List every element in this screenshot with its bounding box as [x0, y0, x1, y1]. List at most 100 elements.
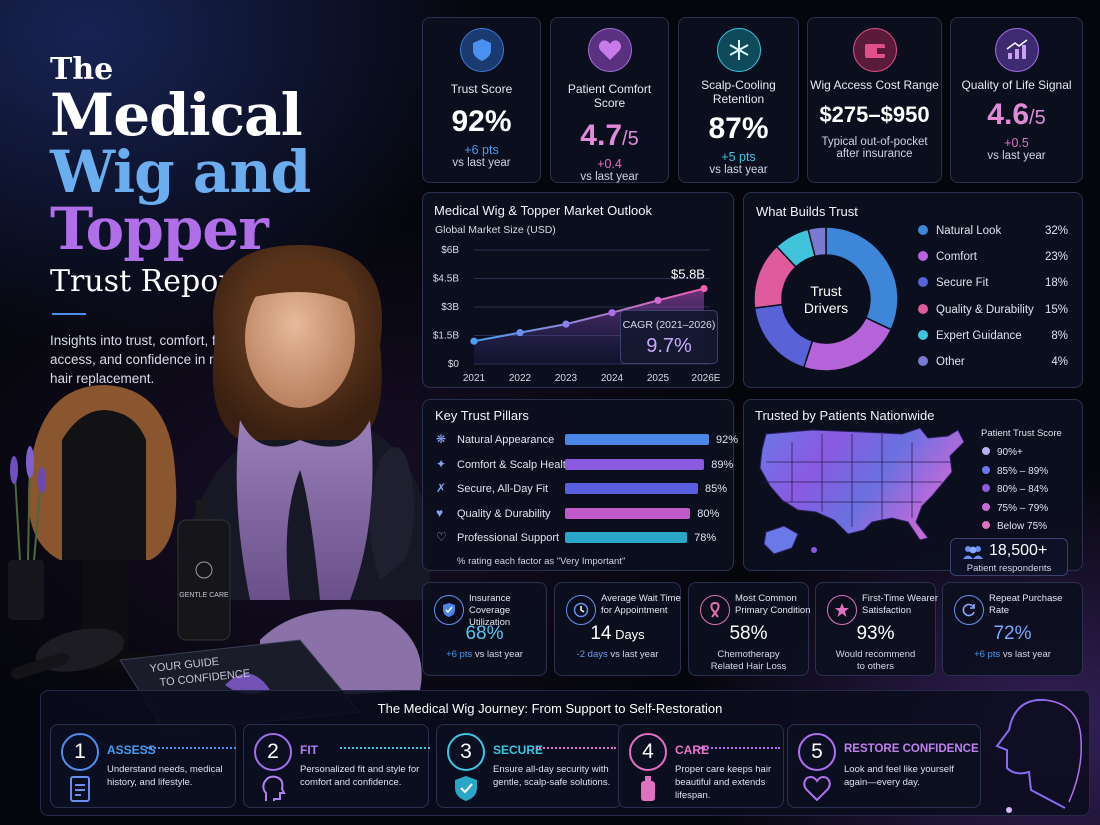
shield-check-icon — [434, 595, 464, 625]
pillar-label: Secure, All-Day Fit — [457, 483, 549, 495]
legend-swatch — [918, 277, 928, 288]
step-title: RESTORE CONFIDENCE — [844, 743, 979, 755]
kpi-wait-time: Average Wait Time for Appointment 14 Day… — [554, 582, 681, 676]
cagr-label: CAGR (2021–2026) — [622, 319, 716, 331]
donut-slice — [807, 226, 827, 258]
respondents-badge: 18,500+ Patient respondents — [950, 538, 1068, 576]
pillar-value: 78% — [694, 532, 717, 544]
bk-label: First-Time Wearer Satisfaction — [862, 593, 938, 616]
hero-description: Insights into trust, comfort, fit, acces… — [50, 333, 256, 386]
x-tick-label: 2022 — [509, 373, 532, 384]
map-title: Trusted by Patients Nationwide — [755, 408, 935, 423]
donut-center-label: Drivers — [804, 300, 848, 316]
step-title: FIT — [300, 743, 318, 757]
kpi-label: Quality of Life Signal — [961, 78, 1072, 92]
pillar-bar — [565, 434, 709, 445]
data-point — [608, 309, 616, 317]
step-desc: Ensure all-day security with gentle, sca… — [493, 764, 611, 788]
step-desc: Proper care keeps hair beautiful and ext… — [675, 764, 772, 801]
awareness-ribbon-icon — [700, 595, 730, 625]
journey-step-care: 4 CARE Proper care keeps hair beautiful … — [618, 724, 784, 808]
title-medical: Medical — [50, 81, 303, 149]
title-the: The — [50, 52, 114, 87]
title-topper: Topper — [50, 195, 269, 263]
y-tick-label: $4.5B — [433, 274, 459, 285]
kpi-label: Patient Comfort Score — [567, 82, 652, 110]
legend-label: Expert Guidance — [936, 329, 1022, 342]
pillars-title: Key Trust Pillars — [435, 408, 529, 423]
map-legend-item: Below 75% — [982, 521, 1047, 532]
snowflake-icon — [716, 28, 761, 72]
legend-item: Comfort 23% — [918, 251, 1068, 263]
step-desc: Personalized fit and style for comfort a… — [300, 764, 420, 788]
y-tick-label: $3B — [441, 302, 459, 313]
cagr-box: CAGR (2021–2026) 9.7% — [620, 310, 718, 364]
y-tick-label: $1.5B — [433, 331, 459, 342]
kpi-sub: after insurance — [836, 148, 913, 160]
end-value-label: $5.8B — [671, 267, 705, 282]
kpi-value: 4.7 — [580, 119, 623, 152]
legend-label: 80% – 84% — [997, 484, 1049, 495]
pillar-label: Comfort & Scalp Health — [457, 458, 572, 471]
bk-change: +6 pts — [446, 649, 473, 660]
kpi-value: 87% — [708, 112, 769, 145]
map-legend-item: 90%+ — [982, 447, 1023, 458]
woman-profile-graphic — [995, 698, 1082, 813]
step-number: 3 — [447, 733, 485, 771]
hairbrush — [11, 628, 125, 680]
legend-label: Comfort — [936, 251, 977, 264]
step-number: 1 — [61, 733, 99, 771]
journey-arrow — [700, 747, 780, 749]
kpi-change: +0.5 — [1004, 136, 1029, 150]
pillar-value: 89% — [711, 458, 734, 471]
lavender-plant — [8, 446, 46, 620]
clock-icon — [566, 595, 596, 625]
woman-figure — [180, 245, 430, 600]
kpi-card-cooling-retention: Scalp-Cooling Retention 87% +5 pts vs la… — [678, 17, 799, 183]
kpi-card-access-cost: Wig Access Cost Range $275–$950 Typical … — [807, 17, 942, 183]
data-point — [654, 296, 662, 304]
journey-step-restore: 5 RESTORE CONFIDENCE Look and feel like … — [787, 724, 981, 808]
step-number: 2 — [254, 733, 292, 771]
bk-unit: Days — [611, 627, 645, 642]
refresh-icon — [954, 595, 984, 625]
bk-label: Average Wait Time for Appointment — [601, 593, 681, 616]
kpi-label: Wig Access Cost Range — [810, 78, 939, 92]
growth-chart-icon — [994, 28, 1039, 72]
support-icon: ♡ — [436, 530, 447, 544]
bottle-label: GENTLE CARE — [179, 592, 229, 599]
legend-swatch — [982, 484, 990, 492]
kpi-change: +5 pts — [721, 150, 756, 164]
kpi-value: 4.6 — [987, 98, 1030, 131]
cagr-value: 9.7% — [646, 335, 692, 357]
x-tick-label: 2024 — [601, 373, 624, 384]
bk-label: Insurance Coverage Utilization — [469, 593, 511, 628]
kpi-label: Trust Score — [450, 82, 513, 96]
shield-heart-icon: ♥ — [436, 505, 444, 520]
us-map — [759, 427, 965, 555]
bk-sub: vs last year — [607, 649, 659, 660]
step-desc: Understand needs, medical history, and l… — [107, 764, 223, 788]
kpi-sub: vs last year — [987, 150, 1046, 162]
kpi-sub: vs last year — [580, 171, 639, 183]
wig-on-stand — [28, 385, 177, 670]
pillar-value: 92% — [716, 434, 739, 446]
series-line — [473, 287, 705, 343]
kpi-sub: vs last year — [452, 157, 511, 169]
bk-change: +6 pts — [974, 649, 1001, 660]
bk-value: 58% — [729, 623, 768, 644]
map-legend-item: 85% – 89% — [982, 465, 1048, 477]
clip-icon: ✗ — [436, 481, 447, 495]
respondents-value: 18,500+ — [989, 542, 1048, 559]
trust-title: What Builds Trust — [756, 204, 858, 219]
kpi-change: +0.4 — [597, 157, 622, 171]
journey-step-assess: 1 ASSESS Understand needs, medical histo… — [50, 724, 236, 808]
pillar-row: ❋ Natural Appearance 92% — [436, 432, 738, 447]
legend-item: Other 4% — [918, 356, 1068, 368]
respondents-label: Patient respondents — [966, 563, 1052, 574]
legend-value: 8% — [1051, 329, 1068, 342]
clipboard-icon — [70, 776, 90, 802]
hero-title-block: The Medical Wig and Topper Trust Report … — [50, 52, 350, 388]
legend-item: Expert Guidance 8% — [918, 329, 1068, 342]
pillar-row: ✗ Secure, All-Day Fit 85% — [436, 481, 727, 496]
